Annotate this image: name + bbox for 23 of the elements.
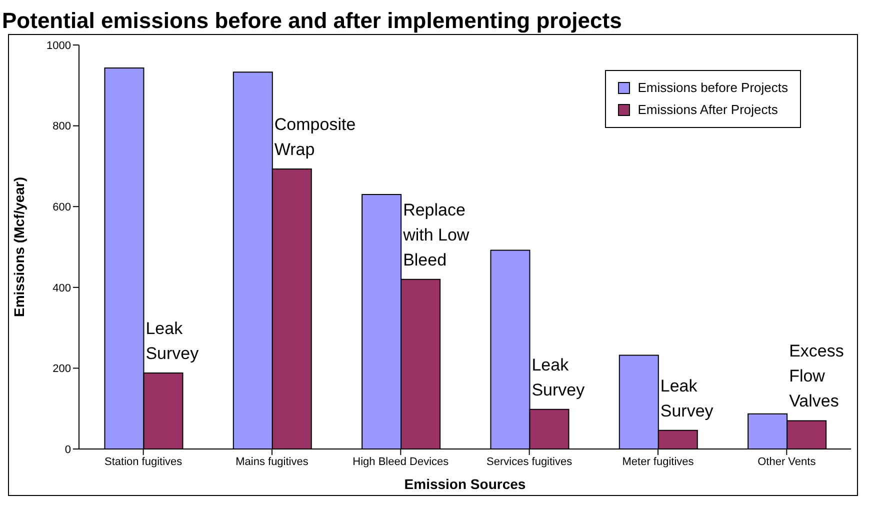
y-tick-label: 200 xyxy=(52,363,71,376)
y-tick-label: 400 xyxy=(52,282,71,294)
y-tick-label: 1000 xyxy=(46,40,71,52)
y-tick-label: 800 xyxy=(52,120,71,133)
chart-title: Potential emissions before and after implementing projects xyxy=(2,8,623,34)
x-tick-label: Services fugitives xyxy=(486,456,573,468)
y-axis-title: Emissions (Mcf/year) xyxy=(10,176,27,317)
legend-label: Emissions before Projects xyxy=(638,79,788,97)
y-tick-label: 0 xyxy=(64,444,71,456)
annotation: Replace with Low Bleed xyxy=(402,200,470,270)
x-tick-label: High Bleed Devices xyxy=(352,456,450,468)
x-tick-label: Station fugitives xyxy=(104,456,183,468)
x-tick-label: Meter fugitives xyxy=(622,456,694,468)
x-tick-label: Other Vents xyxy=(758,456,816,468)
x-tick-label: Mains fugitives xyxy=(236,456,309,468)
annotation: Excess Flow Valves xyxy=(789,342,844,411)
annotation: Leak Survey xyxy=(660,376,714,420)
x-axis-title: Emission Sources xyxy=(404,476,526,492)
y-tick-label: 600 xyxy=(52,202,71,214)
annotation: Leak Survey xyxy=(146,319,200,364)
annotation: Composite Wrap xyxy=(274,115,356,160)
legend-label: Emissions After Projects xyxy=(638,101,778,119)
annotation: Leak Survey xyxy=(532,355,586,400)
